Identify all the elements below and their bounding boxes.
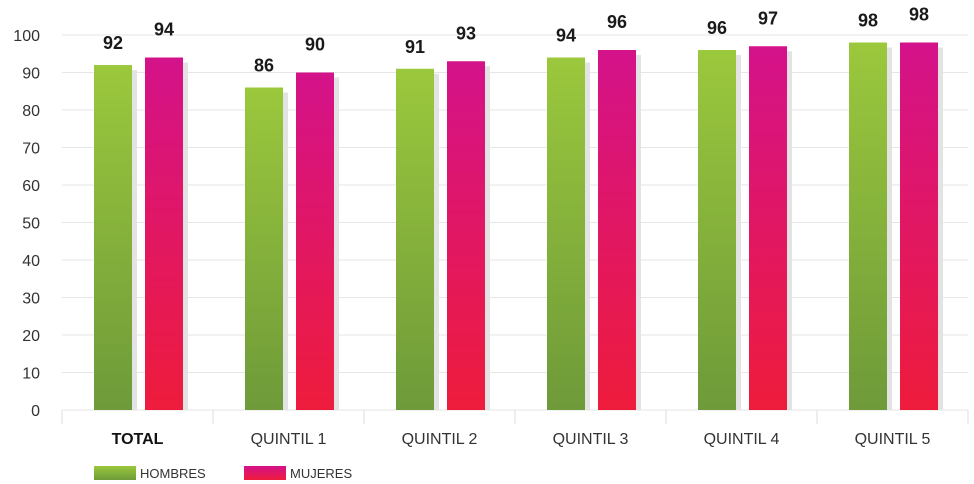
bar-hombres-5 bbox=[849, 42, 887, 410]
axes: 0 10 20 30 40 50 60 70 80 90 100 bbox=[13, 28, 969, 424]
data-label: 94 bbox=[556, 26, 576, 46]
bar-mujeres-1 bbox=[296, 72, 334, 410]
data-label: 93 bbox=[456, 23, 476, 43]
data-label: 96 bbox=[707, 18, 727, 38]
y-tick-label: 0 bbox=[31, 403, 40, 420]
legend-swatch-mujeres bbox=[244, 466, 286, 480]
y-tick-label: 70 bbox=[22, 141, 40, 158]
legend: HOMBRES MUJERES bbox=[94, 466, 352, 481]
data-label: 96 bbox=[607, 12, 627, 32]
y-tick-label: 20 bbox=[22, 328, 40, 345]
y-tick-label: 90 bbox=[22, 66, 40, 83]
y-tick-label: 30 bbox=[22, 291, 40, 308]
x-tick-label: QUINTIL 5 bbox=[855, 431, 931, 448]
gridlines bbox=[62, 34, 968, 411]
y-tick-label: 100 bbox=[13, 28, 40, 45]
data-label: 91 bbox=[405, 37, 425, 57]
data-label: 92 bbox=[103, 33, 123, 53]
y-tick-label: 50 bbox=[22, 216, 40, 233]
data-label: 97 bbox=[758, 8, 778, 28]
bar-mujeres-3 bbox=[598, 50, 636, 410]
y-tick-label: 60 bbox=[22, 178, 40, 195]
data-label: 94 bbox=[154, 20, 174, 40]
legend-label-mujeres: MUJERES bbox=[290, 466, 352, 481]
bar-hombres-2 bbox=[396, 68, 434, 410]
x-tick-label: QUINTIL 1 bbox=[251, 431, 327, 448]
x-tick-label: TOTAL bbox=[112, 431, 164, 448]
bars bbox=[94, 42, 943, 410]
x-tick-label: QUINTIL 2 bbox=[402, 431, 478, 448]
data-label: 86 bbox=[254, 56, 274, 76]
bar-mujeres-5 bbox=[900, 42, 938, 410]
x-tick-label: QUINTIL 3 bbox=[553, 431, 629, 448]
bar-hombres-3 bbox=[547, 57, 585, 410]
bar-hombres-0 bbox=[94, 65, 132, 410]
x-tick-label: QUINTIL 4 bbox=[704, 431, 780, 448]
legend-swatch-hombres bbox=[94, 466, 136, 480]
y-tick-label: 80 bbox=[22, 103, 40, 120]
bar-hombres-1 bbox=[245, 87, 283, 410]
bar-mujeres-0 bbox=[145, 57, 183, 410]
legend-label-hombres: HOMBRES bbox=[140, 466, 206, 481]
y-tick-label: 10 bbox=[22, 366, 40, 383]
y-tick-label: 40 bbox=[22, 253, 40, 270]
bar-mujeres-4 bbox=[749, 46, 787, 410]
data-label: 98 bbox=[909, 5, 929, 25]
data-label: 90 bbox=[305, 35, 325, 55]
data-label: 98 bbox=[858, 11, 878, 31]
bar-hombres-4 bbox=[698, 50, 736, 410]
bar-mujeres-2 bbox=[447, 61, 485, 410]
labels: 92 94 TOTAL 86 90 QUINTIL 1 91 93 QUINTIL 2 94 96 Q… bbox=[103, 5, 931, 449]
